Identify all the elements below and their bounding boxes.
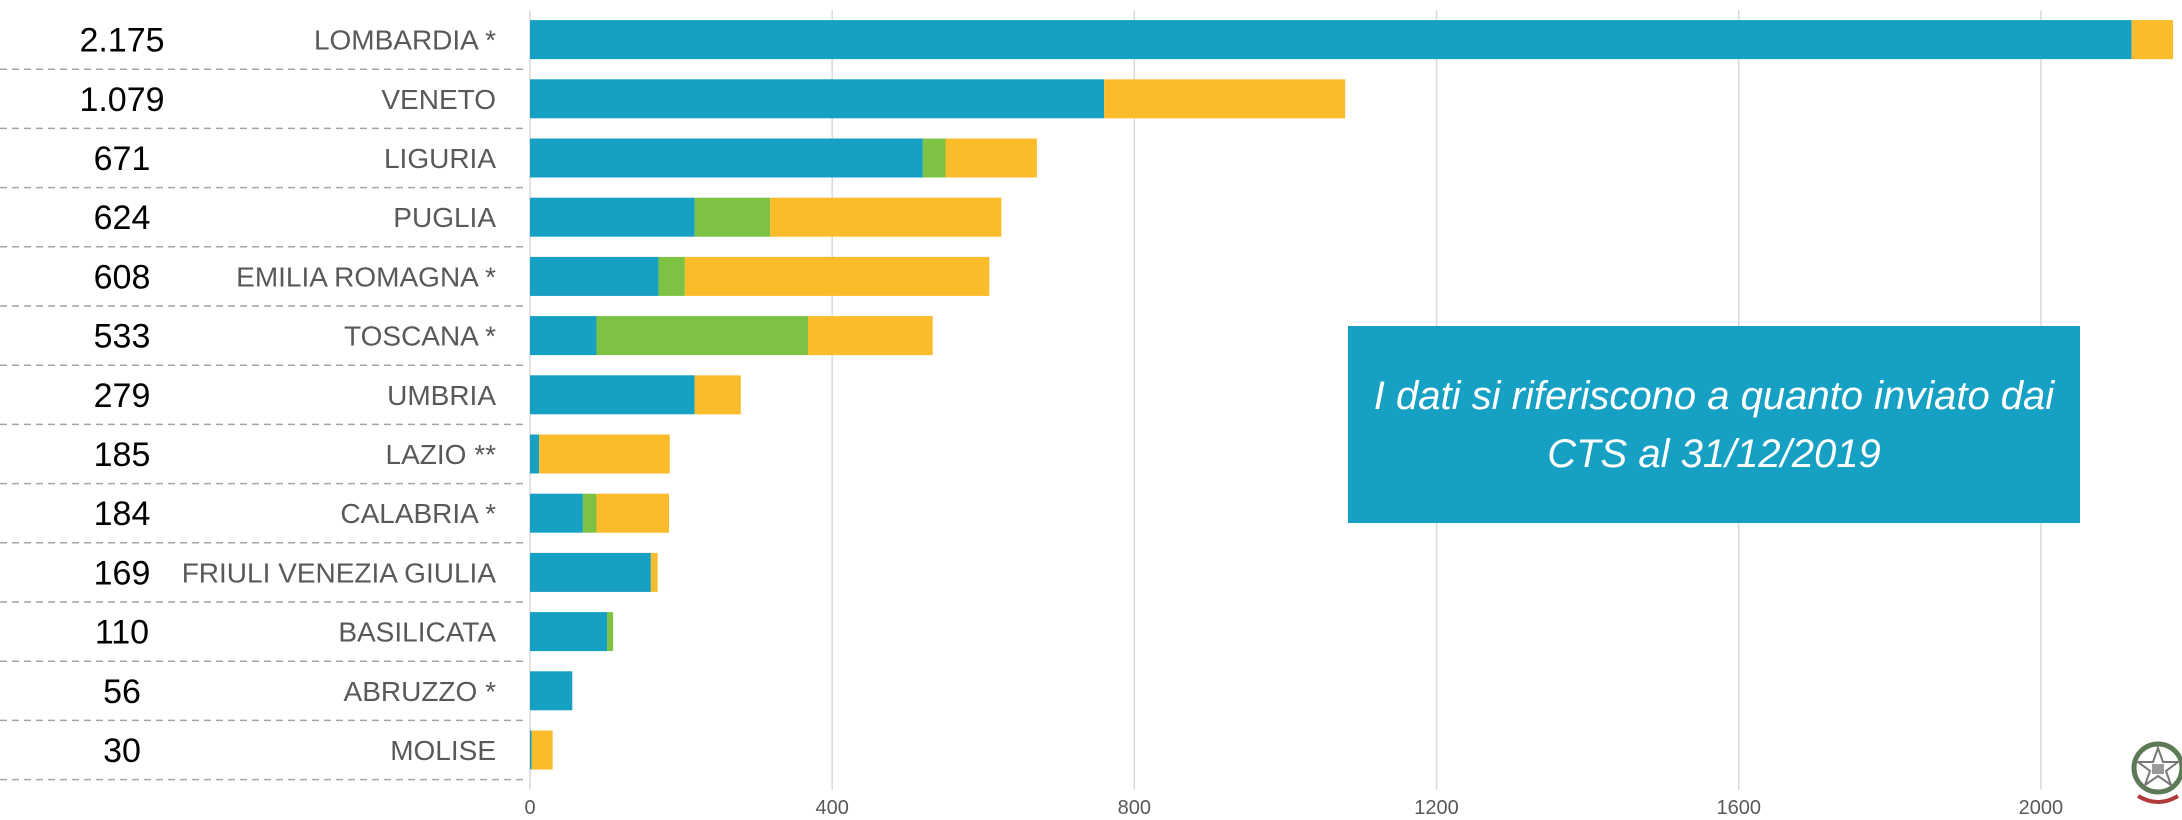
- category-label: MOLISE: [390, 735, 496, 766]
- x-tick-label: 2000: [2019, 797, 2064, 819]
- total-value-label: 533: [94, 318, 151, 356]
- x-tick-label: 1200: [1414, 797, 1459, 819]
- bar-segment-1-row-13: [530, 730, 532, 770]
- category-label: TOSCANA *: [344, 321, 496, 352]
- bar-segment-2-row-9: [582, 493, 597, 533]
- category-label: PUGLIA: [393, 202, 496, 233]
- category-label: VENETO: [381, 84, 496, 115]
- total-value-label: 1.079: [79, 81, 164, 119]
- bar-segment-3-row-4: [770, 197, 1002, 237]
- x-axis-ticks: 0 400 800 1200 1600 2000: [524, 797, 2063, 819]
- bar-segment-2-row-11: [607, 612, 614, 652]
- category-label: UMBRIA: [387, 380, 496, 411]
- bar-segment-1-row-3: [530, 138, 923, 178]
- total-value-label: 671: [94, 140, 151, 178]
- bar-segment-3-row-2: [1104, 79, 1346, 119]
- total-value-label: 184: [94, 495, 151, 533]
- bar-segment-2-row-6: [596, 316, 809, 356]
- bar-segment-3-row-10: [650, 552, 658, 592]
- bar-segment-1-row-5: [530, 256, 659, 296]
- info-note-text: I dati si riferiscono a quanto inviato d…: [1373, 373, 2055, 476]
- category-label: LAZIO **: [386, 439, 497, 470]
- bar-segment-3-row-3: [945, 138, 1037, 178]
- category-label: FRIULI VENEZIA GIULIA: [182, 557, 497, 588]
- bar-segment-1-row-9: [530, 493, 583, 533]
- category-label: LOMBARDIA *: [314, 25, 496, 56]
- info-note-box: I dati si riferiscono a quanto inviato d…: [1348, 326, 2080, 523]
- total-value-label: 30: [103, 732, 141, 770]
- category-label: ABRUZZO *: [344, 676, 497, 707]
- x-tick-label: 0: [524, 797, 535, 819]
- total-value-label: 110: [95, 614, 149, 652]
- bar-segment-3-row-8: [539, 434, 670, 474]
- x-tick-label: 800: [1118, 797, 1151, 819]
- bars: [530, 20, 2174, 770]
- italian-republic-emblem-icon: [2126, 738, 2182, 820]
- bar-segment-3-row-7: [694, 375, 741, 415]
- total-value-label: 169: [94, 554, 151, 592]
- bar-segment-1-row-11: [530, 612, 608, 652]
- category-label: BASILICATA: [338, 617, 496, 648]
- category-label: LIGURIA: [384, 143, 496, 174]
- x-tick-label: 400: [815, 797, 848, 819]
- category-label: EMILIA ROMAGNA *: [236, 261, 496, 292]
- bar-segment-1-row-4: [530, 197, 695, 237]
- bar-segment-1-row-6: [530, 316, 597, 356]
- total-value-label: 624: [94, 199, 151, 237]
- bar-segment-2-row-4: [694, 197, 771, 237]
- total-value-label: 608: [94, 258, 151, 296]
- total-value-label: 2.175: [79, 22, 164, 60]
- bar-segment-3-row-5: [684, 256, 990, 296]
- bar-segment-1-row-2: [530, 79, 1105, 119]
- total-value-label: 185: [94, 436, 151, 474]
- category-label: CALABRIA *: [340, 498, 496, 529]
- total-value-label: 56: [103, 673, 141, 711]
- bar-segment-1-row-12: [530, 671, 573, 711]
- bar-segment-2-row-3: [922, 138, 946, 178]
- bar-segment-3-row-6: [808, 316, 933, 356]
- bar-segment-3-row-13: [531, 730, 553, 770]
- row-labels: LOMBARDIA * 2.175 VENETO 1.079 LIGURIA 671 PUG…: [79, 22, 496, 770]
- bar-segment-1-row-1: [530, 20, 2132, 60]
- bar-segment-3-row-9: [596, 493, 670, 533]
- bar-segment-1-row-8: [530, 434, 540, 474]
- total-value-label: 279: [94, 377, 151, 415]
- row-separators: [0, 68, 528, 781]
- x-tick-label: 1600: [1716, 797, 1761, 819]
- bar-segment-1-row-10: [530, 552, 651, 592]
- bar-segment-2-row-5: [658, 256, 685, 296]
- bar-segment-3-row-1: [2131, 20, 2174, 60]
- bar-segment-1-row-7: [530, 375, 695, 415]
